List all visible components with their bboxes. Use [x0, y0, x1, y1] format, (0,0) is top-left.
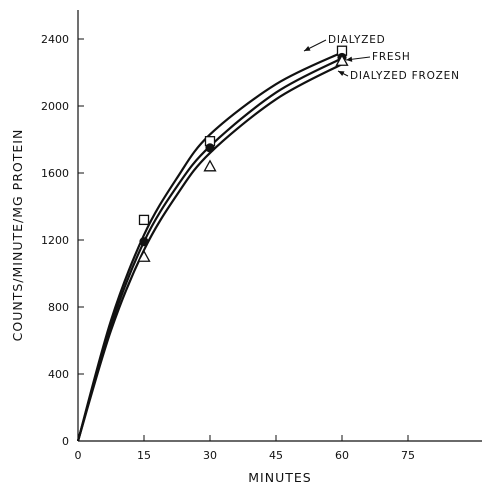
- dialyzed-marker: [138, 214, 150, 226]
- x-tick-label: 60: [335, 449, 349, 462]
- fresh-curve: [76, 57, 343, 442]
- dialyzed-label: DIALYZED: [328, 34, 386, 46]
- y-tick-label: 800: [48, 301, 69, 314]
- x-tick-label: 15: [137, 449, 151, 462]
- dialyzed-frozen-marker: [203, 159, 217, 172]
- plot-frame: [77, 10, 482, 442]
- y-tick-label: 400: [48, 368, 69, 381]
- data-markers: [137, 45, 349, 262]
- x-tick-label: 45: [269, 449, 283, 462]
- dialyzed-arrowhead: [304, 45, 311, 51]
- dialyzed-frozen-arrowhead: [338, 71, 345, 77]
- dialyzed-frozen-label: DIALYZED FROZEN: [350, 70, 460, 82]
- x-tick-label: 75: [401, 449, 415, 462]
- fresh-label: FRESH: [372, 51, 411, 63]
- y-tick-label: 1600: [41, 167, 69, 180]
- y-tick-label: 1200: [41, 234, 69, 247]
- x-tick-label: 0: [75, 449, 82, 462]
- y-axis-ticks: 0 400 800 1200 1600 2000 2400: [41, 33, 84, 448]
- y-axis-title: COUNTS/MINUTE/MG PROTEIN: [10, 129, 25, 342]
- series-curves: [76, 51, 343, 442]
- dialyzed-frozen-marker: [137, 249, 151, 262]
- y-tick-label: 0: [62, 435, 69, 448]
- x-axis-title: MINUTES: [248, 470, 311, 485]
- fresh-marker: [205, 143, 215, 153]
- fresh-marker: [139, 237, 149, 247]
- y-tick-label: 2000: [41, 100, 69, 113]
- series-labels: DIALYZED FRESH DIALYZED FROZEN: [303, 34, 460, 82]
- dialyzed-curve: [76, 51, 343, 442]
- y-tick-label: 2400: [41, 33, 69, 46]
- dialyzed-frozen-curve: [76, 63, 343, 442]
- fresh-arrowhead: [346, 56, 353, 62]
- x-axis-ticks: 0 15 30 45 60 75: [75, 435, 415, 462]
- dialyzed-frozen-marker: [335, 53, 349, 66]
- x-tick-label: 30: [203, 449, 217, 462]
